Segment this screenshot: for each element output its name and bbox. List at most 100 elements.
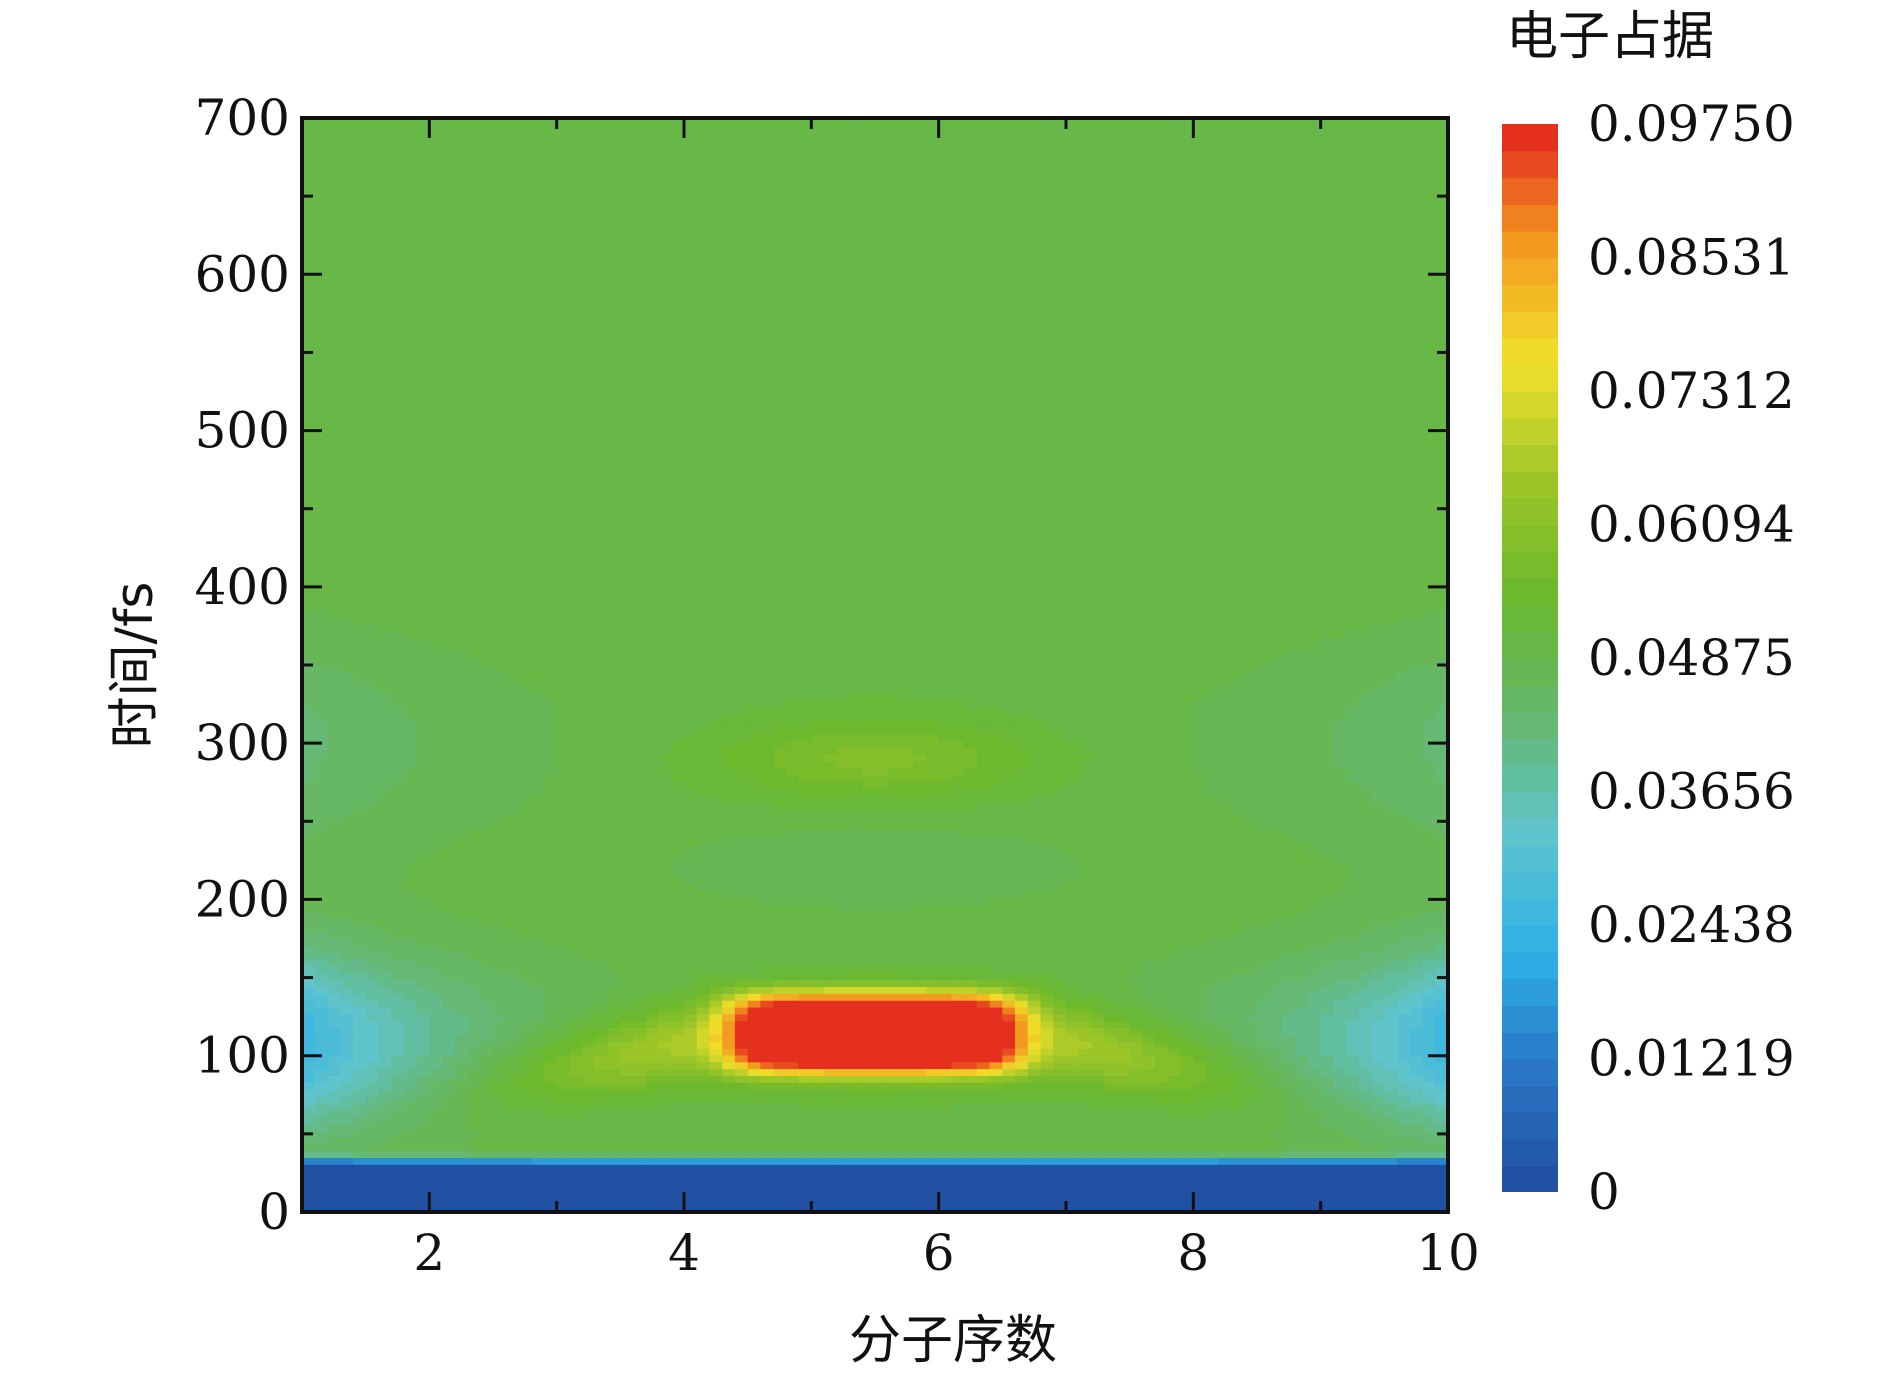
heatmap-cell <box>493 774 507 782</box>
heatmap-cell <box>543 118 558 126</box>
heatmap-cell <box>671 193 685 201</box>
heatmap-cell <box>403 514 418 523</box>
heatmap-cell <box>531 220 545 229</box>
heatmap-cell <box>518 535 532 543</box>
heatmap-cell <box>582 945 596 953</box>
heatmap-cell <box>633 152 647 160</box>
heatmap-cell <box>594 569 609 577</box>
heatmap-cell <box>620 781 634 789</box>
heatmap-cell <box>594 801 609 810</box>
heatmap-cell <box>658 1034 672 1042</box>
heatmap-cell <box>391 473 405 482</box>
heatmap-cell <box>352 665 367 673</box>
heatmap-cell <box>340 972 354 981</box>
heatmap-cell <box>658 446 672 454</box>
heatmap-cell <box>442 931 456 940</box>
heatmap-cell <box>391 972 405 981</box>
heatmap-cell <box>518 1136 532 1145</box>
heatmap-cell <box>480 890 494 899</box>
heatmap-cell <box>340 247 354 256</box>
heatmap-cell <box>467 685 481 694</box>
heatmap-cell <box>607 261 622 270</box>
heatmap-cell <box>391 699 405 707</box>
heatmap-cell <box>429 288 443 297</box>
heatmap-cell <box>645 295 660 304</box>
heatmap-cell <box>518 617 532 625</box>
heatmap-cell <box>493 1102 507 1111</box>
heatmap-cell <box>454 883 469 892</box>
heatmap-cell <box>594 856 609 864</box>
heatmap-cell <box>454 706 469 714</box>
heatmap-cell <box>531 774 545 782</box>
heatmap-cell <box>505 576 520 584</box>
heatmap-cell <box>505 507 520 516</box>
heatmap-cell <box>327 425 341 434</box>
heatmap-cell <box>569 1027 583 1035</box>
heatmap-cell <box>620 1136 634 1145</box>
heatmap-cell <box>543 473 558 482</box>
heatmap-cell <box>671 459 685 468</box>
heatmap-cell <box>582 220 596 229</box>
heatmap-cell <box>416 959 431 967</box>
heatmap-cell <box>671 295 685 304</box>
heatmap-cell <box>480 726 494 735</box>
heatmap-cell <box>556 268 571 276</box>
heatmap-cell <box>352 1027 367 1035</box>
heatmap-cell <box>531 692 545 700</box>
heatmap-cell <box>416 309 431 317</box>
heatmap-cell <box>454 562 469 570</box>
heatmap-cell <box>607 254 622 263</box>
heatmap-cell <box>429 254 443 263</box>
heatmap-cell <box>467 610 481 618</box>
heatmap-cell <box>480 528 494 536</box>
heatmap-cell <box>658 699 672 707</box>
heatmap-cell <box>493 357 507 365</box>
heatmap-cell <box>467 200 481 208</box>
heatmap-cell <box>594 535 609 543</box>
heatmap-cell <box>442 418 456 427</box>
heatmap-cell <box>645 1184 660 1193</box>
heatmap-cell <box>658 917 672 926</box>
heatmap-cell <box>314 124 329 133</box>
heatmap-cell <box>365 747 380 755</box>
heatmap-cell <box>645 781 660 789</box>
heatmap-cell <box>493 801 507 810</box>
heatmap-cell <box>454 610 469 618</box>
heatmap-cell <box>340 206 354 215</box>
heatmap-cell <box>493 487 507 495</box>
heatmap-cell <box>327 1006 341 1015</box>
heatmap-cell <box>314 261 329 270</box>
heatmap-cell <box>633 1047 647 1056</box>
heatmap-cell <box>594 986 609 994</box>
heatmap-cell <box>607 425 622 434</box>
heatmap-cell <box>633 254 647 263</box>
heatmap-cell <box>429 1177 443 1186</box>
heatmap-cell <box>556 747 571 755</box>
heatmap-cell <box>658 1041 672 1049</box>
heatmap-cell <box>403 658 418 666</box>
heatmap-cell <box>556 213 571 222</box>
heatmap-cell <box>442 617 456 625</box>
heatmap-cell <box>569 822 583 830</box>
heatmap-cell <box>684 1198 698 1206</box>
heatmap-cell <box>327 1198 341 1206</box>
heatmap-cell <box>378 302 392 311</box>
heatmap-cell <box>314 316 329 324</box>
heatmap-cell <box>594 418 609 427</box>
heatmap-cell <box>493 945 507 953</box>
heatmap-cell <box>696 1020 711 1029</box>
heatmap-cell <box>403 617 418 625</box>
heatmap-cell <box>365 740 380 748</box>
heatmap-cell <box>556 1157 571 1165</box>
heatmap-cell <box>314 849 329 858</box>
heatmap-cell <box>403 856 418 864</box>
heatmap-cell <box>352 760 367 769</box>
heatmap-cell <box>531 959 545 967</box>
heatmap-cell <box>594 815 609 823</box>
heatmap-cell <box>531 500 545 509</box>
heatmap-cell <box>531 1205 545 1212</box>
heatmap-cell <box>505 630 520 639</box>
heatmap-cell <box>658 753 672 762</box>
heatmap-cell <box>531 1027 545 1035</box>
heatmap-cell <box>467 370 481 379</box>
